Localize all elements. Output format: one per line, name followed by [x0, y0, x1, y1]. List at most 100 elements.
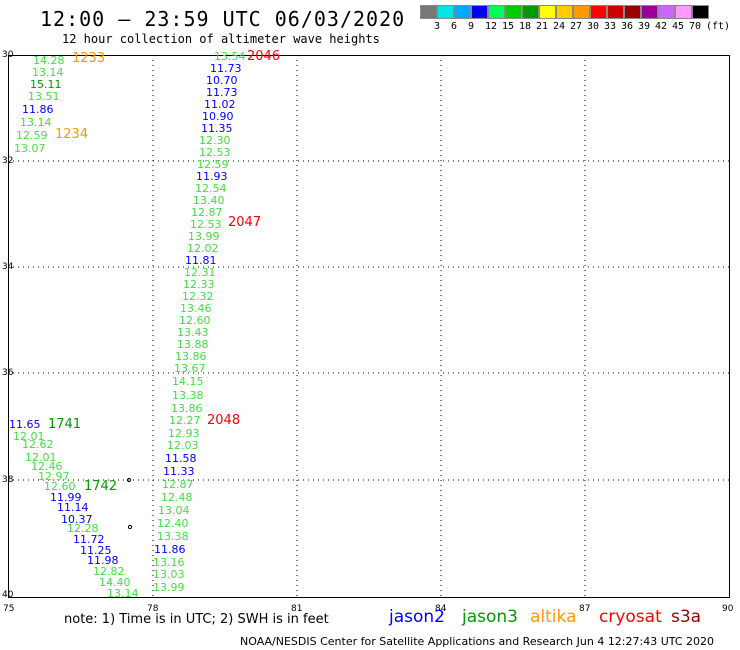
wave-height-value: 11.93 [196, 170, 228, 183]
wave-height-value: 13.43 [177, 326, 209, 339]
wave-height-value: 12.82 [93, 565, 125, 578]
wave-height-value: 12.01 [25, 451, 57, 464]
scale-swatch [692, 5, 709, 19]
scale-swatch [471, 5, 488, 19]
wave-height-value: 12.28 [67, 522, 99, 535]
wave-height-value: 11.14 [57, 501, 89, 514]
scale-label: 39 [638, 21, 651, 32]
scale-label: 42 [655, 21, 668, 32]
wave-height-value: 14.40 [99, 576, 131, 589]
map-frame [8, 55, 730, 598]
longitude-label: 78 [147, 604, 159, 614]
scale-label: 33 [604, 21, 617, 32]
wave-height-value: 12.02 [187, 242, 219, 255]
wave-height-value: 12.32 [182, 290, 214, 303]
pass-time-label: 2046 [247, 49, 281, 64]
scale-swatch [590, 5, 607, 19]
wave-height-value: 14.28 [33, 54, 65, 67]
wave-height-value: 10.70 [206, 74, 238, 87]
wave-height-value: 13.86 [171, 402, 203, 415]
wave-height-value: 15.11 [30, 78, 62, 91]
scale-swatch [641, 5, 658, 19]
wave-height-value: 12.03 [167, 439, 199, 452]
island-marker [127, 524, 133, 530]
wave-height-value: 11.73 [210, 62, 242, 75]
wave-height-value: 13.38 [172, 389, 204, 402]
longitude-label: 87 [579, 604, 591, 614]
scale-swatch [624, 5, 641, 19]
wave-height-value: 11.86 [154, 543, 186, 556]
latitude-label: 36 [2, 368, 14, 378]
map-title: 12:00 – 23:59 UTC 06/03/2020 [40, 7, 406, 31]
scale-label: 9 [468, 21, 475, 32]
scale-swatch [488, 5, 505, 19]
wave-height-value: 12.40 [157, 517, 189, 530]
wave-height-value: 13.04 [158, 504, 190, 517]
wave-height-value: 11.99 [50, 491, 82, 504]
legend-s3a: s3a [671, 607, 702, 627]
wave-height-value: 13.88 [177, 338, 209, 351]
wave-height-value: 11.98 [87, 554, 119, 567]
wave-height-value: 12.87 [162, 478, 194, 491]
scale-label: 45 [672, 21, 685, 32]
wave-height-value: 12.01 [13, 430, 45, 443]
wave-height-value: 12.59 [197, 158, 229, 171]
scale-label: 36 [621, 21, 634, 32]
wave-height-value: 11.86 [22, 103, 54, 116]
wave-height-value: 13.54 [214, 50, 246, 63]
wave-height-value: 11.72 [73, 533, 105, 546]
scale-swatch [437, 5, 454, 19]
wave-height-value: 12.46 [31, 460, 63, 473]
map-subtitle: 12 hour collection of altimeter wave hei… [62, 32, 380, 46]
wave-height-value: 12.30 [199, 134, 231, 147]
wave-height-value: 13.14 [20, 116, 52, 129]
wave-height-value: 13.51 [28, 90, 60, 103]
scale-swatch [539, 5, 556, 19]
legend-jason2: jason2 [389, 607, 445, 627]
wave-height-value: 12.62 [22, 438, 54, 451]
scale-label: 70 [689, 21, 702, 32]
wave-height-value: 13.86 [175, 350, 207, 363]
wave-height-value: 13.67 [174, 362, 206, 375]
scale-swatch [420, 5, 437, 19]
wave-height-value: 12.53 [190, 218, 222, 231]
wave-height-value: 11.33 [163, 465, 195, 478]
wave-height-value: 12.31 [184, 266, 216, 279]
longitude-label: 81 [291, 604, 303, 614]
wave-height-value: 12.59 [16, 129, 48, 142]
legend-altika: altika [530, 607, 577, 627]
scale-label: 30 [587, 21, 600, 32]
wave-height-value: 13.38 [157, 530, 189, 543]
pass-time-label: 2047 [228, 215, 262, 230]
scale-swatch [607, 5, 624, 19]
scale-swatch [505, 5, 522, 19]
latitude-label: 30 [2, 50, 14, 60]
latitude-label: 38 [2, 475, 14, 485]
pass-time-label: 2048 [207, 413, 241, 428]
wave-height-value: 13.99 [188, 230, 220, 243]
wave-height-value: 13.16 [153, 556, 185, 569]
wave-height-value: 10.90 [202, 110, 234, 123]
footnote: note: 1) Time is in UTC; 2) SWH is in fe… [64, 612, 329, 627]
wave-height-value: 11.81 [185, 254, 217, 267]
longitude-label: 84 [435, 604, 447, 614]
longitude-label: 90 [722, 604, 734, 614]
scale-label: (ft) [706, 21, 731, 32]
wave-height-value: 12.93 [168, 427, 200, 440]
scale-label: 21 [536, 21, 549, 32]
wave-height-value: 12.97 [38, 470, 70, 483]
wave-height-value: 13.40 [193, 194, 225, 207]
scale-swatch [675, 5, 692, 19]
wave-height-value: 13.46 [180, 302, 212, 315]
wave-height-value: 12.87 [191, 206, 223, 219]
wave-height-value: 14.15 [172, 375, 204, 388]
wave-height-value: 13.14 [32, 66, 64, 79]
scale-swatch [454, 5, 471, 19]
wave-height-scale [420, 5, 709, 19]
scale-swatch [658, 5, 675, 19]
credit-line: NOAA/NESDIS Center for Satellite Applica… [240, 635, 715, 648]
scale-label: 6 [451, 21, 458, 32]
wave-height-value: 12.33 [183, 278, 215, 291]
scale-label: 24 [553, 21, 566, 32]
